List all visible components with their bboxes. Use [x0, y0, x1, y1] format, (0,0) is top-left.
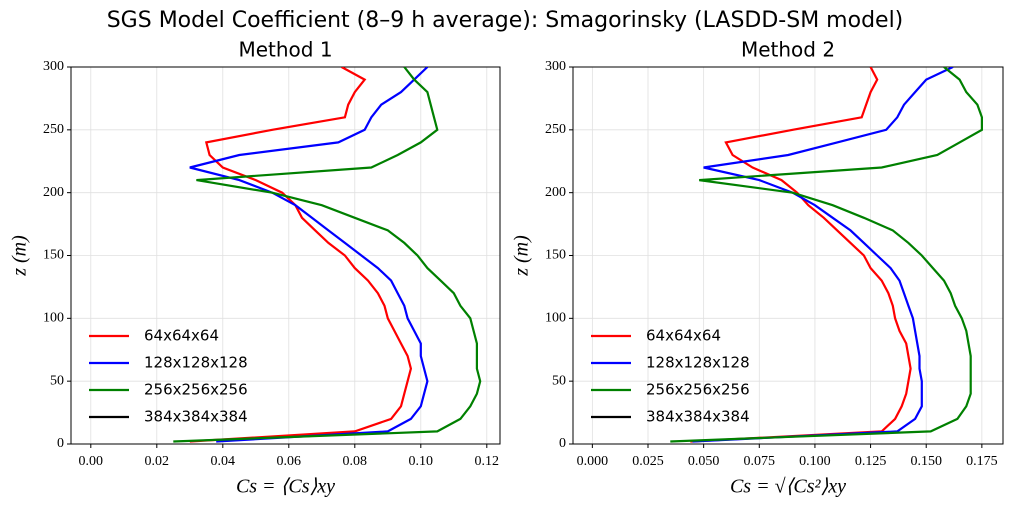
subplot-title: Method 2: [741, 38, 835, 62]
x-tick-label: 0.10: [409, 454, 434, 469]
x-tick-label: 0.06: [277, 454, 302, 469]
legend-label: 128x128x128: [144, 354, 248, 372]
y-tick-label: 0: [57, 436, 64, 451]
x-axis-label: Cs = ⟨Cs⟩xy: [236, 476, 335, 498]
plot-frame: [572, 66, 1004, 445]
x-tick-label: 0.025: [632, 454, 664, 469]
legend-label: 256x256x256: [646, 381, 750, 399]
legend-label: 64x64x64: [646, 327, 721, 345]
y-tick-label: 150: [545, 248, 566, 263]
x-tick-label: 0.125: [855, 454, 887, 469]
y-tick-label: 300: [545, 59, 566, 74]
subplot-title: Method 1: [238, 38, 332, 62]
y-axis-label: z (m): [511, 235, 533, 277]
series-line: [692, 67, 954, 443]
y-tick-label: 0: [559, 436, 566, 451]
x-tick-label: 0.075: [744, 454, 776, 469]
y-tick-label: 50: [50, 373, 64, 388]
y-tick-label: 100: [43, 311, 64, 326]
y-tick-label: 200: [43, 185, 64, 200]
y-axis-label: z (m): [9, 235, 31, 277]
y-tick-label: 200: [545, 185, 566, 200]
x-tick-label: 0.100: [799, 454, 831, 469]
plot-frame: [70, 66, 501, 445]
series-line: [690, 67, 912, 443]
y-tick-label: 100: [545, 311, 566, 326]
series-line: [189, 67, 429, 443]
x-tick-label: 0.02: [145, 454, 170, 469]
x-tick-label: 0.04: [211, 454, 236, 469]
series-line: [173, 67, 482, 443]
y-tick-label: 50: [552, 373, 566, 388]
series-line: [189, 67, 413, 443]
y-tick-label: 250: [43, 122, 64, 137]
y-tick-label: 250: [545, 122, 566, 137]
x-tick-label: 0.175: [966, 454, 998, 469]
x-tick-label: 0.050: [688, 454, 720, 469]
legend-label: 64x64x64: [144, 327, 219, 345]
x-tick-label: 0.12: [475, 454, 500, 469]
x-tick-label: 0.000: [577, 454, 609, 469]
series-line: [670, 67, 983, 443]
legend-label: 128x128x128: [646, 354, 750, 372]
y-tick-label: 300: [43, 59, 64, 74]
x-axis-label: Cs = √⟨Cs²⟩xy: [730, 476, 846, 498]
legend-label: 384x384x384: [144, 408, 248, 426]
y-tick-label: 150: [43, 248, 64, 263]
x-tick-label: 0.00: [79, 454, 104, 469]
x-tick-label: 0.08: [343, 454, 368, 469]
figure-title: SGS Model Coefficient (8–9 h average): S…: [107, 8, 904, 33]
x-tick-label: 0.150: [910, 454, 942, 469]
legend-label: 384x384x384: [646, 408, 750, 426]
legend-label: 256x256x256: [144, 381, 248, 399]
